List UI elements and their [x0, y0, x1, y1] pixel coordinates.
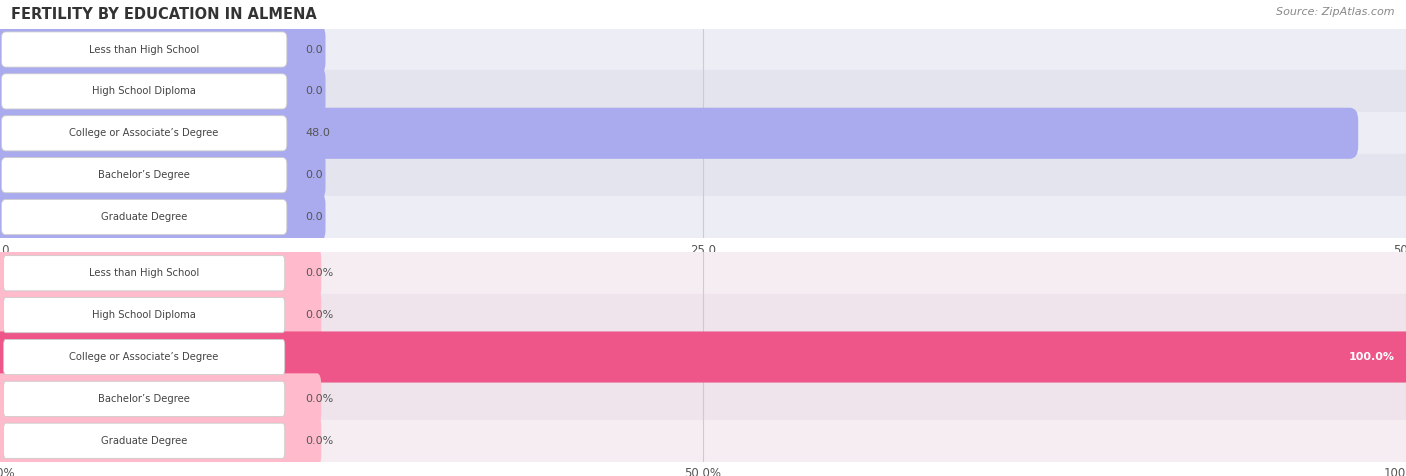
Bar	[0, 112, 1406, 154]
Text: Bachelor’s Degree: Bachelor’s Degree	[98, 394, 190, 404]
Text: Source: ZipAtlas.com: Source: ZipAtlas.com	[1277, 7, 1395, 17]
Bar	[0, 196, 1406, 238]
Bar	[0, 420, 1406, 462]
FancyBboxPatch shape	[0, 191, 325, 243]
Text: FERTILITY BY EDUCATION IN ALMENA: FERTILITY BY EDUCATION IN ALMENA	[11, 7, 316, 22]
Text: Graduate Degree: Graduate Degree	[101, 212, 187, 222]
Text: 0.0: 0.0	[305, 86, 323, 97]
FancyBboxPatch shape	[3, 256, 285, 291]
Text: 100.0%: 100.0%	[1348, 352, 1395, 362]
Bar	[0, 154, 1406, 196]
Text: 0.0%: 0.0%	[305, 436, 333, 446]
Text: Less than High School: Less than High School	[89, 44, 200, 55]
Text: 0.0%: 0.0%	[305, 268, 333, 278]
FancyBboxPatch shape	[1, 199, 287, 235]
Bar	[0, 252, 1406, 294]
FancyBboxPatch shape	[0, 108, 1358, 159]
Text: 0.0%: 0.0%	[305, 394, 333, 404]
Text: College or Associate’s Degree: College or Associate’s Degree	[69, 352, 219, 362]
Bar	[0, 294, 1406, 336]
FancyBboxPatch shape	[0, 24, 325, 75]
FancyBboxPatch shape	[0, 248, 321, 299]
Text: 0.0%: 0.0%	[305, 310, 333, 320]
Bar	[0, 378, 1406, 420]
FancyBboxPatch shape	[0, 289, 321, 341]
FancyBboxPatch shape	[3, 423, 285, 458]
Text: Graduate Degree: Graduate Degree	[101, 436, 187, 446]
FancyBboxPatch shape	[1, 116, 287, 151]
FancyBboxPatch shape	[1, 74, 287, 109]
Text: High School Diploma: High School Diploma	[93, 86, 195, 97]
Bar	[0, 336, 1406, 378]
Bar	[0, 70, 1406, 112]
FancyBboxPatch shape	[3, 339, 285, 375]
Text: Bachelor’s Degree: Bachelor’s Degree	[98, 170, 190, 180]
Text: 0.0: 0.0	[305, 170, 323, 180]
FancyBboxPatch shape	[0, 66, 325, 117]
FancyBboxPatch shape	[0, 415, 321, 466]
Text: Less than High School: Less than High School	[89, 268, 200, 278]
Text: High School Diploma: High School Diploma	[93, 310, 195, 320]
Bar	[0, 29, 1406, 70]
FancyBboxPatch shape	[3, 298, 285, 333]
FancyBboxPatch shape	[0, 331, 1406, 383]
Text: College or Associate’s Degree: College or Associate’s Degree	[69, 128, 219, 139]
Text: 0.0: 0.0	[305, 212, 323, 222]
FancyBboxPatch shape	[1, 158, 287, 193]
FancyBboxPatch shape	[0, 149, 325, 201]
FancyBboxPatch shape	[0, 373, 321, 425]
FancyBboxPatch shape	[3, 381, 285, 416]
FancyBboxPatch shape	[1, 32, 287, 67]
Text: 0.0: 0.0	[305, 44, 323, 55]
Text: 48.0: 48.0	[305, 128, 330, 139]
